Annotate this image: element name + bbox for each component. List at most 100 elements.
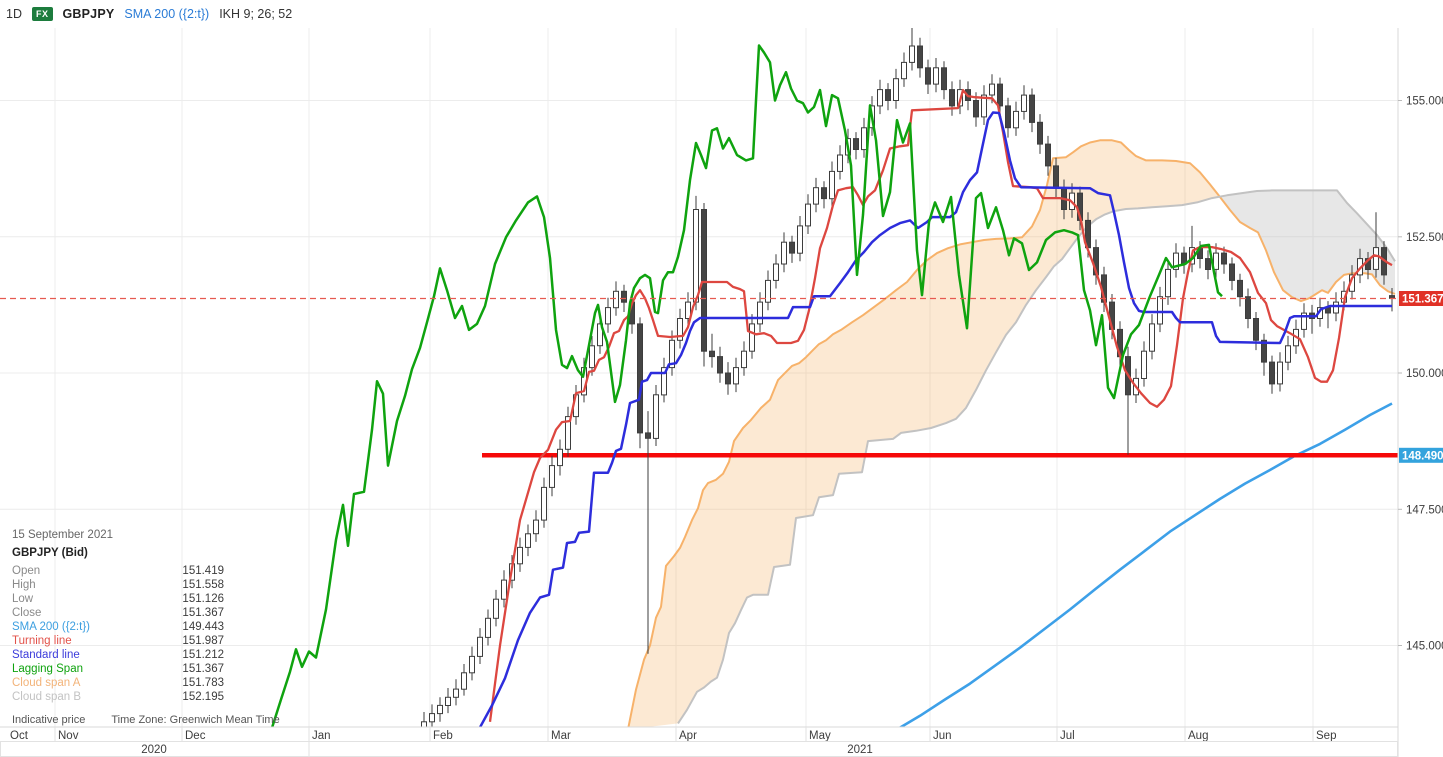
candle [677, 318, 683, 341]
candle [1285, 345, 1291, 363]
x-tick-label: Dec [185, 730, 206, 742]
tooltip-row-low: Low 151.126 [12, 593, 224, 605]
candle [813, 187, 819, 205]
tooltip-row-cloud-b: Cloud span B 152.195 [12, 691, 224, 703]
y-tick-label: 155.000 [1406, 96, 1443, 108]
candle [645, 432, 651, 439]
candle [701, 209, 707, 352]
candle [853, 138, 859, 151]
tooltip-row-standard: Standard line 151.212 [12, 649, 224, 661]
candle [429, 713, 435, 723]
timeframe-selector[interactable]: 1D [6, 7, 22, 21]
candle [989, 83, 995, 96]
x-tick-label: Jul [1060, 730, 1075, 742]
symbol-name: GBPJPY [62, 7, 115, 21]
candle [421, 721, 427, 727]
candle [981, 94, 987, 118]
candle [437, 704, 443, 715]
candle [829, 170, 835, 200]
tooltip-title: GBPJPY (Bid) [12, 547, 88, 559]
candle [493, 598, 499, 619]
chart-header: 1D FX GBPJPY SMA 200 ({2:t}) IKH 9; 26; … [0, 0, 1443, 28]
candle [821, 187, 827, 200]
candle [1253, 318, 1259, 341]
candle [741, 350, 747, 369]
y-tick-label: 152.500 [1406, 232, 1443, 244]
x-tick-label: Oct [10, 730, 29, 742]
candle [637, 323, 643, 434]
candle [1205, 258, 1211, 271]
candle [1005, 105, 1011, 129]
candle [501, 579, 507, 600]
candle [533, 519, 539, 535]
candle [1021, 94, 1027, 112]
x-tick-label: Mar [551, 730, 571, 742]
year-label: 2021 [847, 744, 873, 756]
y-tick-label: 145.000 [1406, 641, 1443, 653]
ichimoku-indicator-label[interactable]: IKH 9; 26; 52 [219, 7, 293, 21]
candle [709, 350, 715, 358]
candle [973, 100, 979, 118]
candle [589, 345, 595, 369]
indicative-price-note: Indicative price [12, 714, 86, 726]
candle [733, 367, 739, 385]
cloud-span-b-line [677, 189, 1396, 724]
x-tick-label: Apr [679, 730, 697, 742]
candle [885, 89, 891, 101]
candle [469, 655, 475, 674]
gridlines [0, 28, 1398, 727]
candle [485, 617, 491, 638]
tooltip-row-turning: Turning line 151.987 [12, 635, 224, 647]
sma-indicator-label[interactable]: SMA 200 ({2:t}) [124, 7, 210, 21]
cloud-span-a-line [627, 139, 1396, 727]
x-tick-label: Nov [58, 730, 79, 742]
candle [773, 263, 779, 281]
timezone-note: Time Zone: Greenwich Mean Time [111, 714, 280, 726]
candle [877, 89, 883, 107]
ichimoku-cloud-bullish [628, 140, 1222, 727]
candle [1165, 268, 1171, 298]
candle [1045, 143, 1051, 167]
plot-area [0, 28, 1398, 727]
candle [1301, 312, 1307, 330]
candle [997, 83, 1003, 107]
tooltip-row-lagging: Lagging Span 151.367 [12, 663, 224, 675]
candle [1237, 279, 1243, 298]
candle [597, 323, 603, 347]
candle [1245, 296, 1251, 320]
y-tick-label: 150.000 [1406, 368, 1443, 380]
candle [1157, 296, 1163, 325]
candle [445, 696, 451, 706]
candle [797, 225, 803, 254]
candle [909, 45, 915, 63]
candle [453, 688, 459, 698]
tooltip-row-high: High 151.558 [12, 579, 224, 591]
candle [1221, 252, 1227, 265]
x-tick-label: Sep [1316, 730, 1336, 742]
tooltip-row-sma: SMA 200 ({2:t}) 149.443 [12, 621, 224, 633]
lagging-span-line [270, 44, 1223, 727]
svg-text:148.490: 148.490 [1402, 450, 1443, 462]
x-tick-label: Aug [1188, 730, 1208, 742]
candle [765, 279, 771, 303]
x-tick-label: Feb [433, 730, 453, 742]
candle [1229, 263, 1235, 281]
candle [781, 241, 787, 265]
candle [749, 323, 755, 352]
candle [1053, 165, 1059, 189]
candle [725, 372, 731, 385]
tooltip-row-open: Open 151.419 [12, 565, 224, 577]
sma-200-line [898, 402, 1393, 727]
candle [901, 61, 907, 80]
candle [1013, 110, 1019, 129]
candle [477, 636, 483, 657]
x-tick-label: May [809, 730, 831, 742]
candle [893, 78, 899, 101]
candle [861, 127, 867, 151]
tooltip-row-close: Close 151.367 [12, 607, 224, 619]
candle [1141, 350, 1147, 380]
candle [525, 533, 531, 548]
ichimoku-cloud-bearish [1222, 190, 1395, 302]
candle [789, 241, 795, 254]
